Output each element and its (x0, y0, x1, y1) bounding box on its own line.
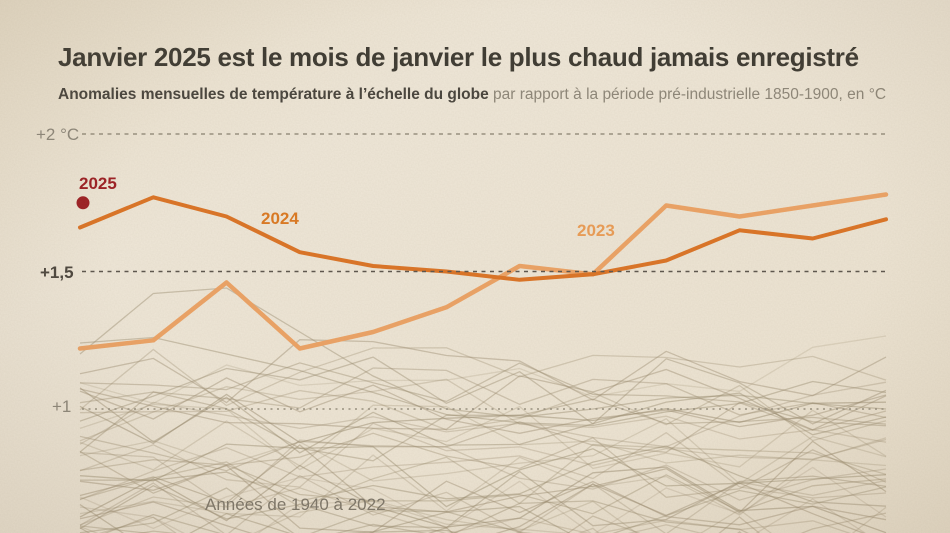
series-label-2023: 2023 (577, 221, 615, 240)
series-label-2025: 2025 (79, 174, 117, 193)
chart-subtitle: Anomalies mensuelles de température à l’… (58, 86, 938, 104)
background-year-line (79, 356, 887, 425)
series-label-2024: 2024 (261, 209, 299, 228)
y-axis-tick-plus1: +1 (52, 397, 72, 416)
subtitle-light-part: par rapport à la période pré-industriell… (493, 86, 887, 103)
y-axis-tick-plus1-5: +1,5 (40, 263, 74, 282)
background-years-label: Années de 1940 à 2022 (205, 495, 386, 514)
background-year-line (79, 403, 887, 471)
point-2025 (76, 196, 90, 210)
subtitle-bold-part: Anomalies mensuelles de température à l’… (58, 86, 489, 103)
y-axis-tick-plus2: +2 °C (36, 125, 80, 144)
background-year-line-peak (79, 287, 887, 418)
page-title: Janvier 2025 est le mois de janvier le p… (58, 42, 859, 72)
line-2024 (78, 195, 888, 282)
background-year-line (79, 335, 887, 404)
background-year-line (79, 339, 887, 404)
